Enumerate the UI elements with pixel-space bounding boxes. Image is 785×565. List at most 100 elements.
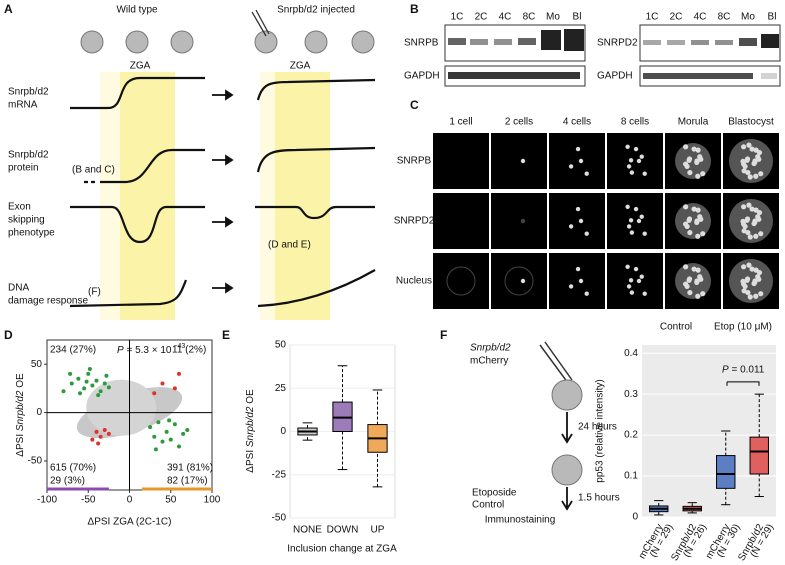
micrograph <box>607 133 663 189</box>
y-label: ΔPSI Snrpb/d2 OE <box>15 373 26 457</box>
point <box>78 391 82 396</box>
label: Blastocyst <box>728 117 774 128</box>
point <box>94 378 99 383</box>
label: 8C <box>718 12 731 23</box>
y-tick-label: -25 <box>272 469 287 480</box>
nucleus <box>584 231 589 236</box>
nucleus <box>753 293 759 299</box>
micrograph <box>607 253 663 309</box>
label-part: Snrpb/d2 <box>245 406 256 450</box>
nucleus <box>741 288 747 294</box>
annotation: 391 (81%) <box>167 463 213 474</box>
row-label: Snrpb/d2 <box>8 87 49 98</box>
nucleus <box>628 278 634 283</box>
nucleus <box>753 173 759 179</box>
label: 1.5 hours <box>578 493 620 504</box>
label: 1 cell <box>449 117 472 128</box>
nucleus <box>626 284 632 289</box>
label: Wild type <box>116 5 158 16</box>
micrograph <box>549 253 605 309</box>
point <box>96 441 101 446</box>
nucleus <box>568 164 574 169</box>
label: Etop (10 μM) <box>714 322 772 333</box>
y-tick-label: 0 <box>280 426 286 437</box>
point <box>102 428 107 432</box>
nucleus <box>751 280 757 287</box>
point <box>61 389 66 394</box>
point <box>177 371 181 376</box>
label: ZGA <box>290 61 311 72</box>
nucleus <box>758 231 764 237</box>
embryo <box>675 143 711 179</box>
row-label: protein <box>8 163 39 174</box>
background-cloud <box>86 379 157 436</box>
embryo <box>551 379 583 411</box>
y-tick-label: 25 <box>275 383 287 394</box>
nucleus <box>687 229 693 236</box>
nucleus <box>756 269 763 276</box>
embryo <box>675 263 711 299</box>
x-tick-label: NONE <box>293 525 322 536</box>
bracket <box>726 381 760 386</box>
nucleus <box>639 154 644 159</box>
point <box>181 431 186 436</box>
label: Nucleus <box>396 276 432 287</box>
point <box>168 437 173 442</box>
embryo <box>551 454 583 486</box>
y-tick-label: 0.4 <box>624 348 638 359</box>
nucleus <box>747 294 753 300</box>
micrograph <box>549 193 605 249</box>
annotation: 11 (2%) <box>172 345 206 356</box>
nucleus <box>625 264 630 269</box>
row-label: Exon <box>8 202 31 213</box>
plot-bg <box>642 345 776 517</box>
label: 8C <box>523 12 536 23</box>
nucleus <box>749 146 755 152</box>
nucleus <box>744 156 751 162</box>
micrograph <box>491 253 547 309</box>
nucleus <box>686 276 693 282</box>
arrow <box>561 412 573 444</box>
panel-letter: B <box>410 2 419 16</box>
point <box>68 371 73 376</box>
nucleus <box>741 144 747 150</box>
nucleus <box>642 231 647 236</box>
label: 24 hours <box>578 422 617 433</box>
label: SNRPB <box>397 156 432 167</box>
point <box>69 381 74 386</box>
label-part: P <box>117 345 124 356</box>
nucleus <box>628 158 634 163</box>
label: 2C <box>670 12 683 23</box>
nucleus <box>633 206 639 212</box>
point <box>153 447 158 452</box>
row-label: phenotype <box>8 228 55 239</box>
nucleus <box>520 158 526 164</box>
label: Mo <box>741 12 755 23</box>
label: SNRPD2 <box>394 216 435 227</box>
needle <box>539 344 569 384</box>
point <box>167 418 172 423</box>
nucleus <box>629 230 635 235</box>
nucleus <box>741 264 747 270</box>
micrograph <box>433 133 489 189</box>
nucleus <box>628 218 634 223</box>
y-tick-label: 0 <box>632 512 638 523</box>
needle <box>544 341 573 381</box>
panel-letter: A <box>4 2 13 16</box>
label: 2 cells <box>505 117 533 128</box>
row-label: damage response <box>8 296 88 307</box>
nucleus <box>636 218 642 224</box>
label: Immunostaining <box>485 515 556 526</box>
label-part: P <box>722 364 729 375</box>
label: (D and E) <box>268 240 311 251</box>
nucleus <box>520 218 526 224</box>
point <box>87 367 92 372</box>
x-tick-label: -100 <box>37 495 57 506</box>
label: Snrpb/d2 injected <box>277 5 355 16</box>
y-tick-label: 50 <box>275 340 287 351</box>
nucleus <box>740 158 746 164</box>
nucleus <box>741 168 747 174</box>
nucleus <box>756 276 762 282</box>
point <box>98 389 103 394</box>
